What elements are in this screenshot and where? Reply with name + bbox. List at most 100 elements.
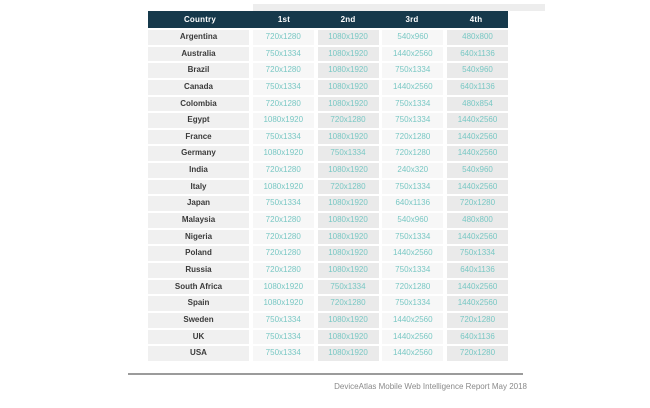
resolution-cell: 1080x1920 — [252, 279, 314, 295]
table-row: Canada 750x1334 1080x1920 1440x2560 640x… — [148, 79, 508, 95]
resolution-cell: 750x1334 — [382, 262, 444, 278]
resolution-cell: 1080x1920 — [317, 196, 379, 212]
resolution-cell: 640x1136 — [382, 196, 444, 212]
resolution-cell: 720x1280 — [252, 63, 314, 78]
footer-caption: DeviceAtlas Mobile Web Intelligence Repo… — [334, 382, 527, 391]
resolution-cell: 640x1136 — [447, 46, 508, 62]
resolution-cell: 1080x1920 — [317, 163, 379, 178]
header-2nd: 2nd — [340, 15, 356, 24]
country-cell: Egypt — [148, 113, 249, 128]
resolution-cell: 750x1334 — [252, 79, 314, 95]
resolution-cell: 640x1136 — [447, 329, 508, 345]
country-cell: France — [148, 129, 249, 145]
resolution-cell: 540x960 — [382, 213, 444, 228]
resolution-cell: 750x1334 — [317, 279, 379, 295]
country-cell: South Africa — [148, 279, 249, 295]
resolution-cell: 1080x1920 — [317, 79, 379, 95]
resolution-cell: 1080x1920 — [317, 262, 379, 278]
country-cell: Poland — [148, 246, 249, 261]
resolution-cell: 1440x2560 — [382, 346, 444, 361]
table-row: Australia 750x1334 1080x1920 1440x2560 6… — [148, 46, 508, 62]
table-row: Germany 1080x1920 750x1334 720x1280 1440… — [148, 146, 508, 162]
country-cell: Sweden — [148, 312, 249, 328]
header-country: Country — [183, 15, 217, 24]
resolution-cell: 1080x1920 — [317, 213, 379, 228]
resolution-cell: 1080x1920 — [317, 96, 379, 112]
top-strip-decoration — [253, 4, 545, 11]
country-cell: UK — [148, 329, 249, 345]
table-row: Poland 720x1280 1080x1920 1440x2560 750x… — [148, 246, 508, 261]
table-row: Malaysia 720x1280 1080x1920 540x960 480x… — [148, 213, 508, 228]
resolution-cell: 720x1280 — [447, 312, 508, 328]
resolution-cell: 750x1334 — [382, 229, 444, 245]
resolution-cell: 1080x1920 — [252, 296, 314, 311]
resolution-cell: 540x960 — [382, 30, 444, 45]
table-row: Russia 720x1280 1080x1920 750x1334 640x1… — [148, 262, 508, 278]
resolution-cell: 1080x1920 — [252, 113, 314, 128]
table-row: UK 750x1334 1080x1920 1440x2560 640x1136 — [148, 329, 508, 345]
resolution-cell: 1080x1920 — [252, 179, 314, 195]
resolution-cell: 750x1334 — [252, 196, 314, 212]
resolution-cell: 640x1136 — [447, 262, 508, 278]
resolution-cell: 1080x1920 — [317, 229, 379, 245]
country-cell: Australia — [148, 46, 249, 62]
table-row: Sweden 750x1334 1080x1920 1440x2560 720x… — [148, 312, 508, 328]
resolution-cell: 750x1334 — [317, 146, 379, 162]
resolution-cell: 750x1334 — [382, 63, 444, 78]
resolutions-table: Country 1st 2nd 3rd 4th Argentina 720x12… — [148, 11, 508, 361]
resolution-cell: 1080x1920 — [317, 346, 379, 361]
resolution-cell: 720x1280 — [317, 296, 379, 311]
table-row: USA 750x1334 1080x1920 1440x2560 720x128… — [148, 346, 508, 361]
resolution-cell: 720x1280 — [252, 163, 314, 178]
country-cell: Argentina — [148, 30, 249, 45]
country-cell: Russia — [148, 262, 249, 278]
table-row: Spain 1080x1920 720x1280 750x1334 1440x2… — [148, 296, 508, 311]
country-cell: Nigeria — [148, 229, 249, 245]
resolution-cell: 1080x1920 — [317, 46, 379, 62]
resolution-cell: 1080x1920 — [317, 329, 379, 345]
country-cell: Spain — [148, 296, 249, 311]
table-row: Nigeria 720x1280 1080x1920 750x1334 1440… — [148, 229, 508, 245]
resolution-cell: 1440x2560 — [447, 146, 508, 162]
country-cell: Canada — [148, 79, 249, 95]
table-row: Argentina 720x1280 1080x1920 540x960 480… — [148, 30, 508, 45]
resolution-cell: 480x800 — [447, 30, 508, 45]
resolution-cell: 750x1334 — [382, 296, 444, 311]
table-row: Colombia 720x1280 1080x1920 750x1334 480… — [148, 96, 508, 112]
resolution-cell: 750x1334 — [252, 346, 314, 361]
resolution-cell: 1440x2560 — [447, 113, 508, 128]
resolution-cell: 1080x1920 — [317, 246, 379, 261]
resolution-cell: 750x1334 — [382, 96, 444, 112]
resolution-cell: 720x1280 — [447, 346, 508, 361]
resolution-cell: 720x1280 — [252, 30, 314, 45]
resolution-cell: 720x1280 — [317, 113, 379, 128]
resolution-cell: 1440x2560 — [447, 296, 508, 311]
country-cell: Italy — [148, 179, 249, 195]
country-cell: USA — [148, 346, 249, 361]
table-row: South Africa 1080x1920 750x1334 720x1280… — [148, 279, 508, 295]
resolution-cell: 480x800 — [447, 213, 508, 228]
resolution-cell: 750x1334 — [252, 312, 314, 328]
resolution-cell: 750x1334 — [382, 113, 444, 128]
resolution-cell: 720x1280 — [252, 96, 314, 112]
resolution-cell: 640x1136 — [447, 79, 508, 95]
table-body: Argentina 720x1280 1080x1920 540x960 480… — [148, 30, 508, 361]
resolution-cell: 750x1334 — [252, 329, 314, 345]
resolution-cell: 720x1280 — [382, 146, 444, 162]
resolution-cell: 540x960 — [447, 63, 508, 78]
resolution-cell: 720x1280 — [252, 262, 314, 278]
resolution-cell: 540x960 — [447, 163, 508, 178]
resolution-cell: 750x1334 — [382, 179, 444, 195]
resolution-cell: 720x1280 — [382, 129, 444, 145]
resolution-cell: 1080x1920 — [317, 63, 379, 78]
table-row: Italy 1080x1920 720x1280 750x1334 1440x2… — [148, 179, 508, 195]
table-row: France 750x1334 1080x1920 720x1280 1440x… — [148, 129, 508, 145]
header-1st: 1st — [277, 15, 291, 24]
resolution-cell: 1440x2560 — [447, 229, 508, 245]
resolution-cell: 720x1280 — [382, 279, 444, 295]
resolution-cell: 750x1334 — [447, 246, 508, 261]
resolution-cell: 1440x2560 — [382, 329, 444, 345]
resolution-cell: 480x854 — [447, 96, 508, 112]
resolution-cell: 1080x1920 — [252, 146, 314, 162]
